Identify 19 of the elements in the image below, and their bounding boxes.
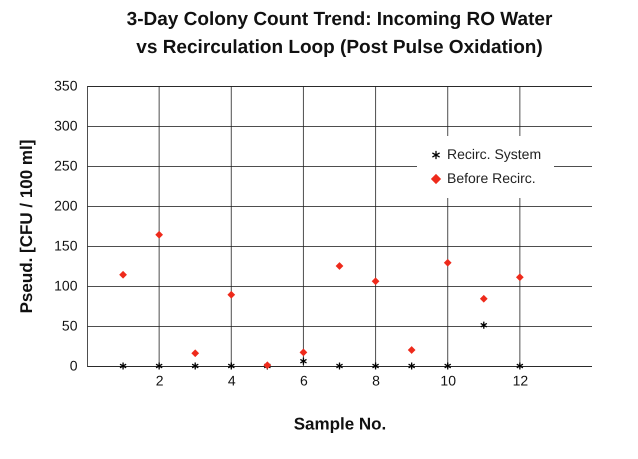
y-tick-label: 150 bbox=[54, 238, 78, 254]
x-tick-label: 8 bbox=[372, 372, 380, 388]
y-tick-label: 300 bbox=[54, 118, 78, 134]
y-tick-label: 50 bbox=[62, 318, 78, 334]
y-tick-label: 100 bbox=[54, 278, 78, 294]
x-tick-label: 12 bbox=[512, 372, 528, 388]
legend-label: Recirc. System bbox=[447, 146, 542, 162]
x-tick-label: 10 bbox=[440, 372, 456, 388]
chart-title: 3-Day Colony Count Trend: Incoming RO Water vs Recirculation Loop (Post Pulse Oxidation) bbox=[126, 9, 553, 58]
legend-label: Before Recirc. bbox=[447, 170, 536, 186]
x-tick-label: 4 bbox=[228, 372, 236, 388]
y-axis-title: Pseud. [CFU / 100 ml] bbox=[17, 140, 36, 314]
x-tick-label: 2 bbox=[156, 372, 164, 388]
x-axis-title: Sample No. bbox=[294, 414, 386, 434]
y-tick-label: 250 bbox=[54, 158, 78, 174]
y-tick-label: 200 bbox=[54, 198, 78, 214]
y-tick-label: 0 bbox=[70, 358, 78, 374]
x-tick-label: 6 bbox=[300, 372, 308, 388]
y-tick-label: 350 bbox=[54, 78, 78, 94]
